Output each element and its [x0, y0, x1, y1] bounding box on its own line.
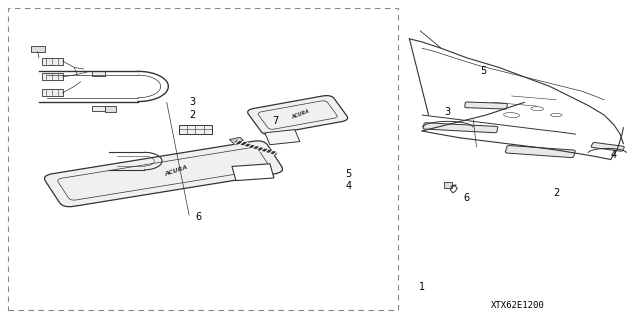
Text: ACURA: ACURA	[291, 108, 310, 120]
Text: 4: 4	[346, 182, 352, 191]
Text: 1: 1	[419, 282, 425, 292]
Text: ACURA: ACURA	[164, 165, 189, 177]
Text: 2: 2	[189, 110, 195, 120]
Text: 5: 5	[480, 66, 486, 76]
Bar	[42, 57, 63, 64]
Text: 6: 6	[464, 193, 470, 203]
FancyBboxPatch shape	[591, 143, 625, 151]
FancyBboxPatch shape	[423, 123, 498, 133]
Text: XTX62E1200: XTX62E1200	[491, 301, 545, 310]
Text: 3: 3	[445, 107, 451, 117]
Bar	[8, 8, 398, 310]
Text: 6: 6	[196, 212, 202, 222]
Bar	[92, 71, 105, 76]
Text: 2: 2	[553, 188, 559, 198]
Text: 4: 4	[611, 150, 617, 160]
Text: 3: 3	[189, 97, 195, 107]
Bar	[179, 124, 212, 134]
Polygon shape	[229, 137, 243, 144]
Bar	[232, 164, 274, 181]
FancyBboxPatch shape	[506, 145, 575, 158]
Bar	[444, 182, 452, 188]
Bar	[265, 130, 300, 145]
FancyBboxPatch shape	[465, 102, 508, 109]
Bar	[42, 73, 63, 80]
Bar	[31, 46, 45, 51]
Bar	[105, 106, 116, 112]
Text: 5: 5	[346, 169, 352, 179]
FancyBboxPatch shape	[248, 96, 348, 135]
Text: 7: 7	[272, 116, 278, 126]
Bar	[92, 106, 105, 111]
FancyBboxPatch shape	[44, 141, 283, 207]
Bar	[42, 89, 63, 96]
